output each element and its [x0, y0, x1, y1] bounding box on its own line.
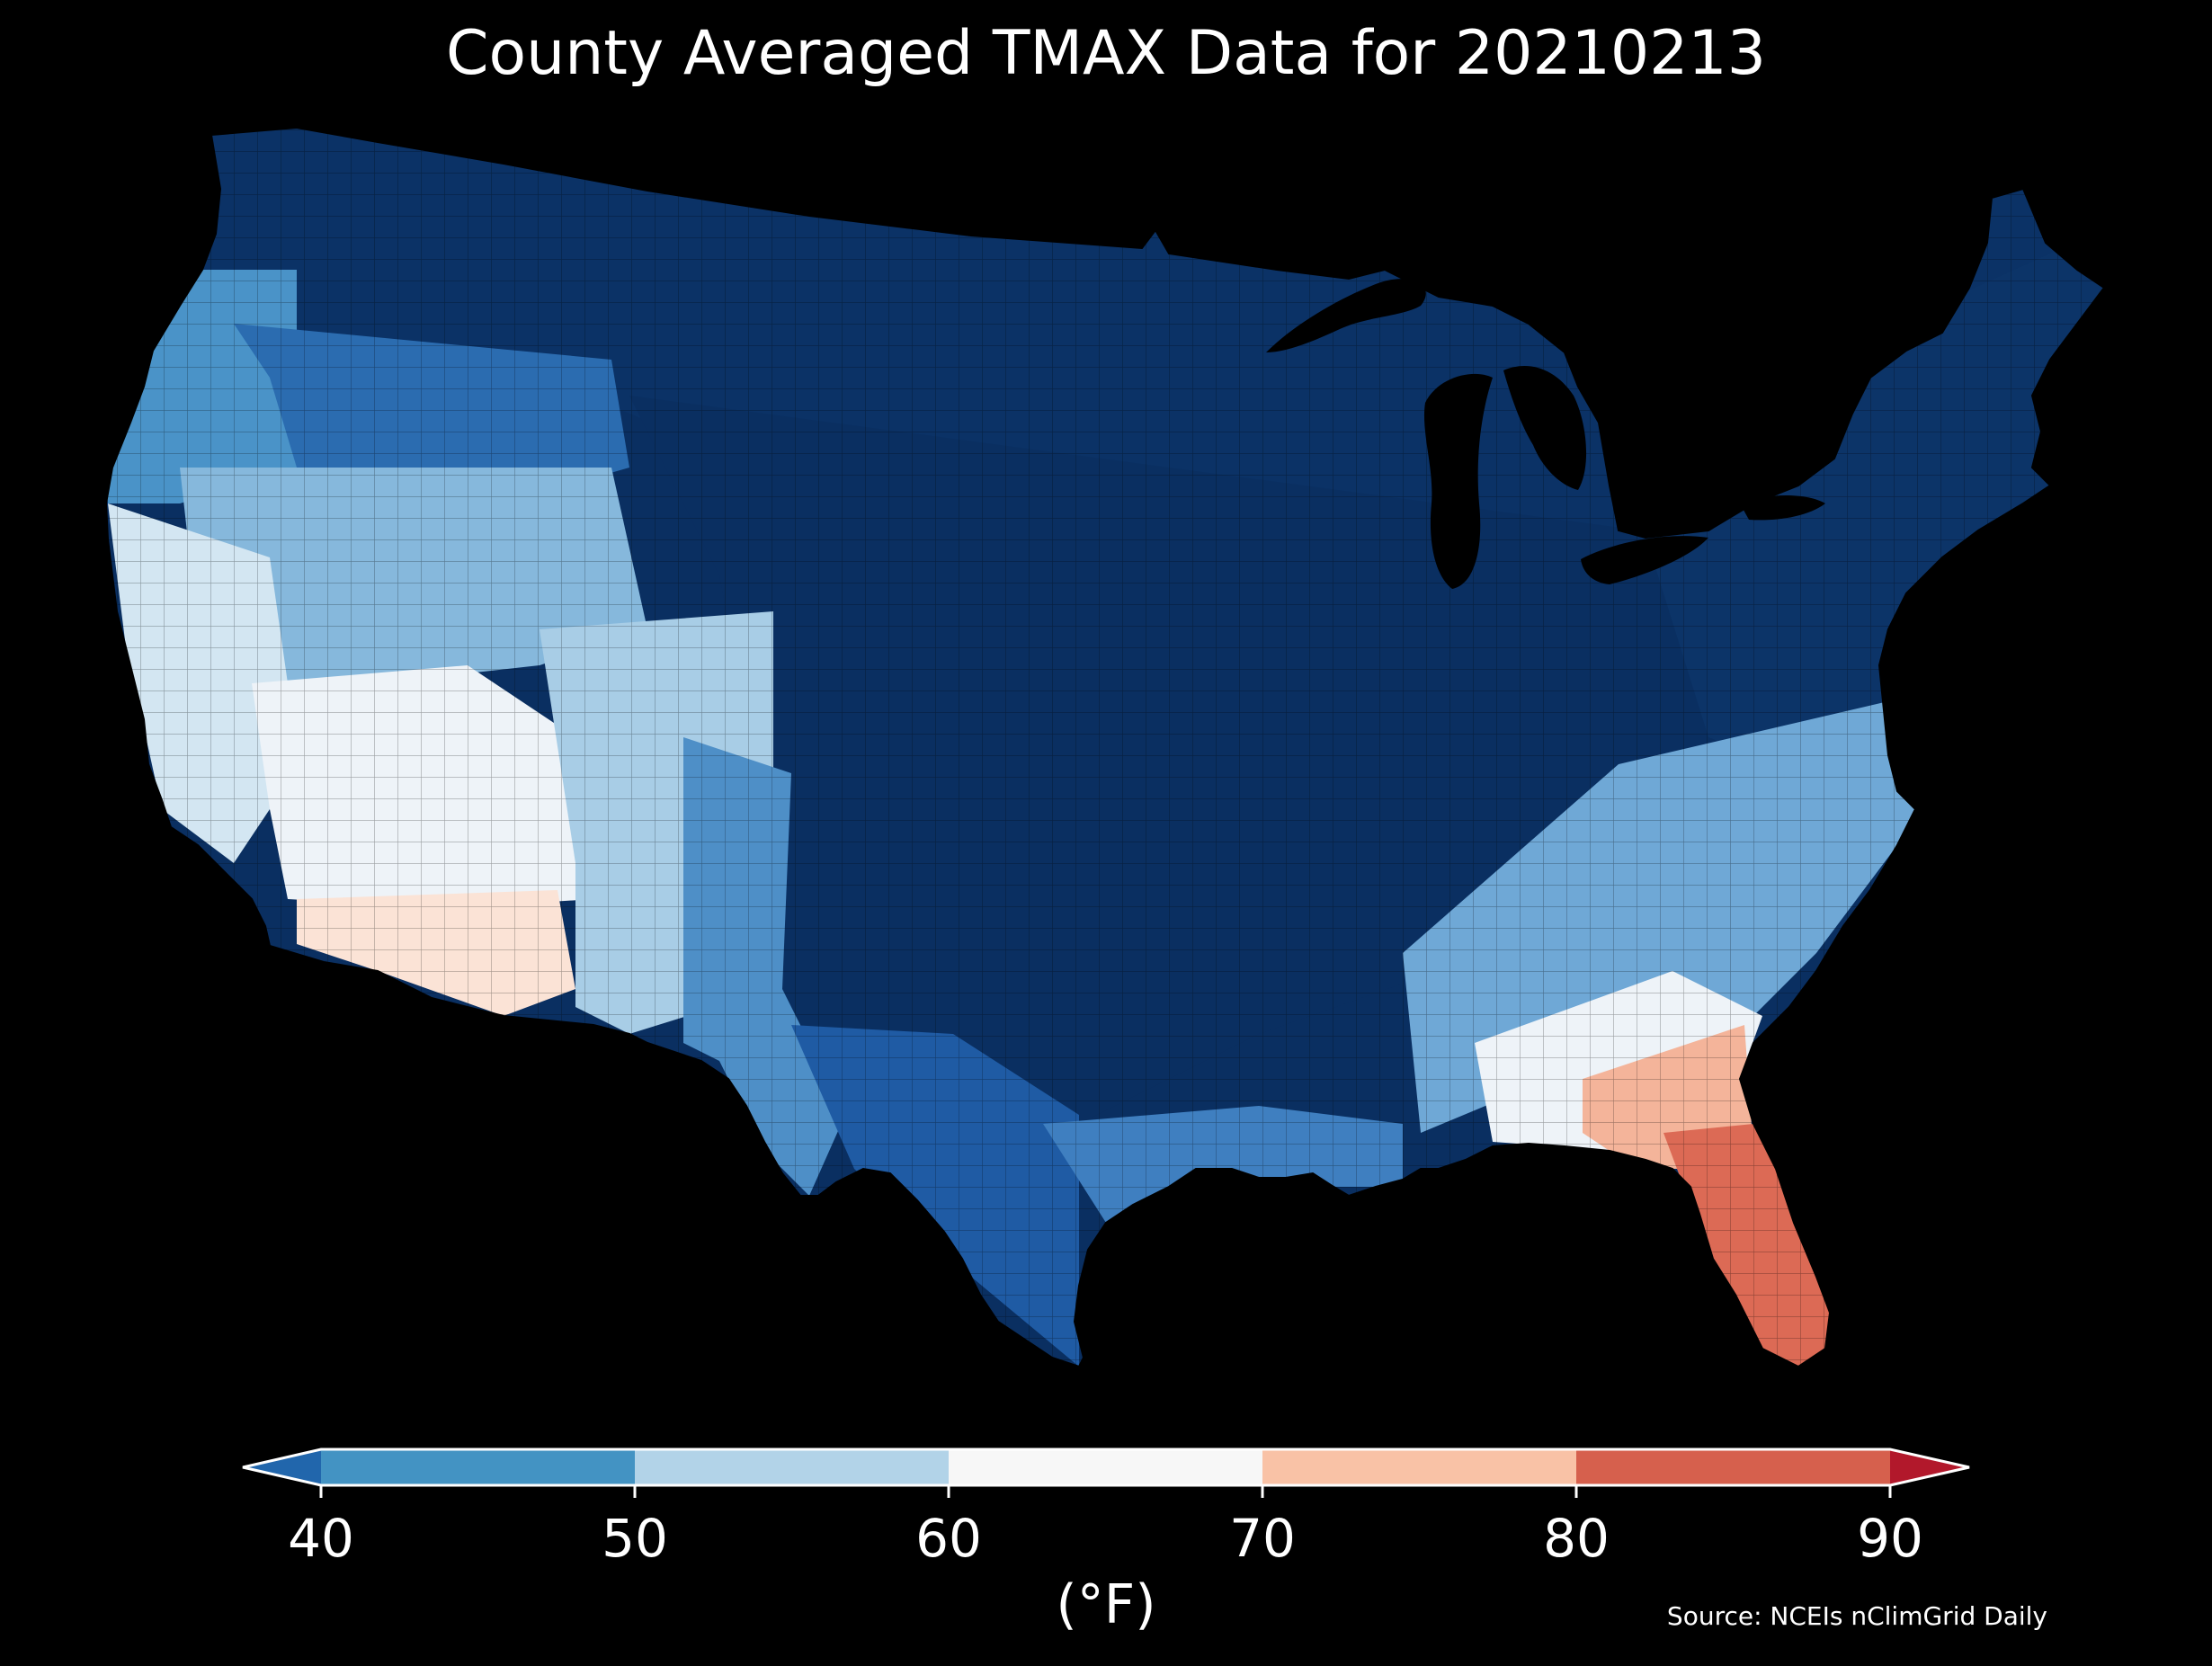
lake-michigan: [1423, 373, 1493, 589]
colorbar-bin-80-90: [1576, 1449, 1891, 1485]
colorbar-extend-high: [1890, 1449, 1969, 1485]
colorbar-tick-label: 70: [1229, 1508, 1296, 1569]
colorbar-frame: [242, 1448, 1970, 1487]
colorbar-bin-40-50: [321, 1449, 636, 1485]
colorbar-bins: [243, 1449, 1969, 1498]
colorbar-tick-label: 90: [1857, 1508, 1923, 1569]
great-lakes: [1266, 279, 1825, 589]
lake-huron: [1503, 366, 1587, 490]
lake-superior: [1266, 279, 1426, 352]
source-credit: Source: NCEIs nClimGrid Daily: [1666, 1601, 2047, 1631]
colorbar-bin-50-60: [635, 1449, 950, 1485]
figure-title: County Averaged TMAX Data for 20210213: [446, 18, 1766, 89]
colorbar-tick-label: 50: [602, 1508, 668, 1569]
lake-ontario: [1740, 495, 1825, 521]
colorbar-tick-label: 60: [915, 1508, 982, 1569]
us-outline: [104, 126, 2106, 1368]
colorbar-extend-low: [243, 1449, 321, 1485]
colorbar-tick-label: 80: [1543, 1508, 1610, 1569]
lake-erie: [1581, 536, 1708, 584]
colorbar-bin-70-80: [1262, 1449, 1577, 1485]
colorbar-bin-60-70: [949, 1449, 1263, 1485]
colorbar-tick-label: 40: [288, 1508, 354, 1569]
colorbar-label: (°F): [1056, 1573, 1156, 1636]
